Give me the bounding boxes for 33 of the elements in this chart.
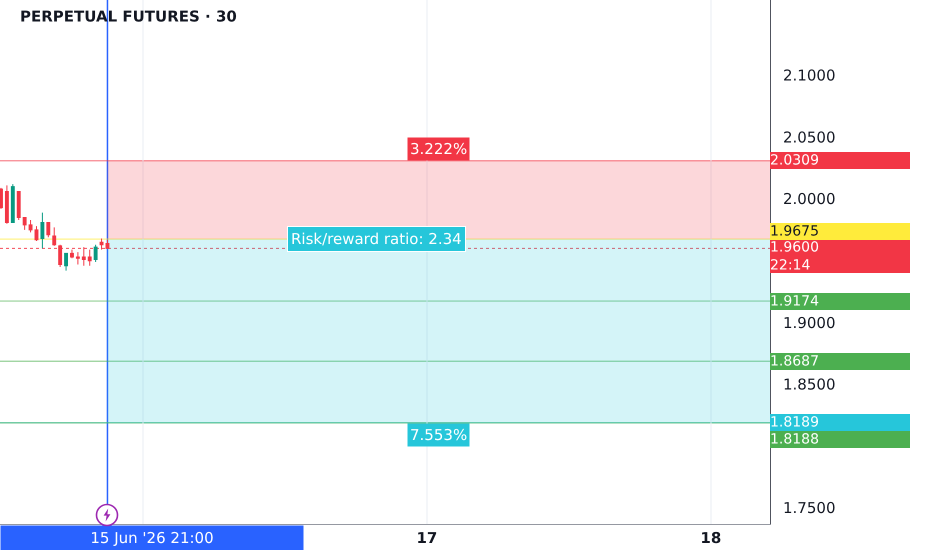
x-tick-label: 17 bbox=[416, 529, 438, 547]
candlestick bbox=[52, 226, 56, 246]
ref-line-label: 15 Jun '26 21:00 bbox=[90, 529, 214, 547]
candlestick bbox=[64, 252, 68, 272]
candlestick bbox=[28, 219, 33, 233]
candlestick bbox=[22, 217, 27, 230]
candlestick bbox=[76, 252, 80, 265]
candlestick bbox=[88, 249, 92, 266]
y-tick-label: 1.7500 bbox=[783, 499, 836, 518]
candlestick bbox=[0, 187, 3, 210]
band-label: 3.222% bbox=[410, 140, 468, 158]
ref-line-label: 1.9600 22:14 bbox=[770, 239, 819, 274]
ref-line-label: 1.8687 bbox=[770, 354, 819, 370]
ref-line-label: 1.8189 bbox=[770, 414, 819, 430]
y-tick-label: 1.8500 bbox=[783, 376, 836, 394]
band-label: 7.553% bbox=[410, 426, 468, 444]
y-tick-label: 2.0500 bbox=[783, 128, 836, 146]
ref-line-label: 1.9174 bbox=[770, 294, 820, 310]
candlestick bbox=[10, 184, 15, 223]
x-tick-label: 18 bbox=[700, 529, 722, 547]
candlestick bbox=[4, 184, 9, 224]
y-tick-label: 1.9000 bbox=[783, 314, 836, 332]
ref-line-label: 2.0309 bbox=[770, 152, 819, 168]
ref-line-label: 1.9675 bbox=[770, 224, 819, 240]
y-tick-label: 2.1000 bbox=[783, 66, 836, 85]
y-tick-label: 2.0000 bbox=[783, 190, 836, 208]
annotation: Risk/reward ratio: 2.34 bbox=[291, 230, 462, 248]
ref-line-label: 1.8188 bbox=[770, 432, 819, 448]
candlestick bbox=[34, 226, 38, 242]
candlestick bbox=[40, 212, 44, 249]
candlestick bbox=[16, 191, 21, 220]
candlestick bbox=[94, 244, 98, 262]
candlestick bbox=[46, 222, 50, 238]
